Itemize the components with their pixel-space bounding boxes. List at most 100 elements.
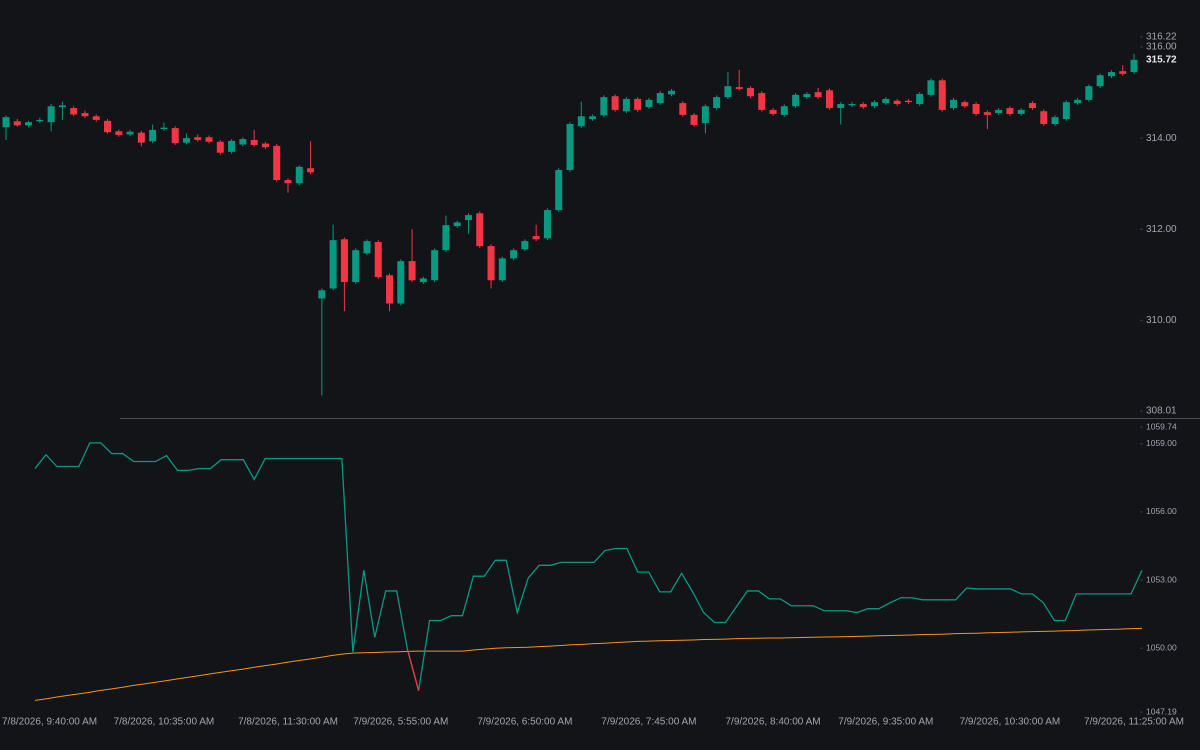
- candle-body: [284, 180, 292, 184]
- candle-body: [792, 94, 800, 107]
- candle-body: [36, 119, 44, 122]
- candle-body: [318, 290, 326, 299]
- candle-body: [566, 124, 574, 171]
- candle-body: [137, 132, 145, 143]
- candle-body: [622, 98, 630, 112]
- candle-body: [92, 116, 100, 120]
- candle-body: [397, 261, 405, 304]
- candle-body: [205, 137, 213, 142]
- candle-body: [1107, 72, 1115, 77]
- candle-body: [611, 96, 619, 110]
- candle-body: [431, 250, 439, 281]
- candle-body: [848, 103, 856, 106]
- candle-body: [25, 122, 33, 126]
- candle-body: [938, 80, 946, 110]
- candle-body: [724, 86, 732, 98]
- y-tick-label: 308.01: [1146, 406, 1177, 417]
- candle-body: [104, 120, 112, 133]
- candle-body: [149, 129, 157, 142]
- candle-body: [983, 112, 991, 115]
- candle-body: [419, 278, 427, 283]
- candle-body: [701, 106, 709, 124]
- candle-body: [363, 241, 371, 254]
- candle-body: [1017, 109, 1025, 114]
- candle-body: [950, 99, 958, 109]
- y-tick-label: 310.00: [1146, 315, 1177, 326]
- candle-body: [859, 103, 867, 108]
- series-line: [34, 627, 1143, 701]
- y-tick-label: 1047.19: [1146, 706, 1177, 716]
- candle-body: [871, 102, 879, 107]
- candle-body: [995, 109, 1003, 114]
- x-tick-label: 7/8/2026, 9:40:00 AM: [2, 717, 97, 728]
- candle-body: [645, 99, 653, 108]
- candle-body: [273, 145, 281, 181]
- candle-body: [1028, 103, 1036, 109]
- y-tick-label: 314.00: [1146, 133, 1177, 144]
- candle-body: [329, 240, 337, 289]
- candle-body: [532, 236, 540, 240]
- candle-body: [340, 239, 348, 283]
- x-tick-label: 7/9/2026, 6:50:00 AM: [477, 717, 572, 728]
- candle-body: [160, 127, 168, 130]
- candle-body: [825, 90, 833, 109]
- x-tick-label: 7/9/2026, 9:35:00 AM: [838, 717, 933, 728]
- candle-body: [1074, 99, 1082, 104]
- candle-body: [352, 250, 360, 283]
- candle-body: [713, 97, 721, 109]
- x-tick-label: 7/9/2026, 8:40:00 AM: [726, 717, 821, 728]
- candle-body: [1119, 71, 1127, 74]
- candle-body: [487, 246, 495, 281]
- candle-body: [668, 90, 676, 95]
- y-tick-label: 1056.00: [1146, 506, 1177, 516]
- candle-body: [1040, 111, 1048, 125]
- x-tick-label: 7/9/2026, 7:45:00 AM: [601, 717, 696, 728]
- candle-body: [1006, 108, 1014, 114]
- candle-body: [115, 131, 123, 135]
- candle-body: [679, 103, 687, 115]
- candle-body: [261, 143, 269, 148]
- candle-body: [13, 121, 21, 126]
- candle-body: [600, 97, 608, 116]
- candle-body: [510, 250, 518, 259]
- candle-body: [228, 140, 236, 152]
- candle-body: [555, 170, 563, 211]
- candle-body: [1051, 117, 1059, 125]
- candle-body: [1096, 75, 1104, 87]
- candle-body: [250, 139, 258, 145]
- candle-body: [521, 241, 529, 250]
- candle-body: [893, 100, 901, 104]
- candle-body: [453, 222, 461, 227]
- candle-body: [1130, 59, 1138, 73]
- candle-body: [690, 114, 698, 125]
- x-tick-label: 7/9/2026, 11:25:00 AM: [1084, 717, 1184, 728]
- candle-body: [961, 102, 969, 107]
- candle-body: [769, 109, 777, 114]
- x-tick-label: 7/9/2026, 5:55:00 AM: [353, 717, 448, 728]
- candle-body: [58, 105, 66, 108]
- x-tick-label: 7/8/2026, 11:30:00 AM: [238, 717, 338, 728]
- candle-body: [476, 213, 484, 247]
- candle-body: [126, 131, 134, 135]
- candle-body: [386, 275, 394, 304]
- candle-body: [239, 139, 247, 145]
- candle-body: [442, 225, 450, 251]
- y-tick-label: 312.00: [1146, 224, 1177, 235]
- candle-body: [498, 258, 506, 281]
- candle-body: [904, 100, 912, 103]
- candle-body: [927, 80, 935, 95]
- candle-body: [307, 168, 315, 173]
- candle-body: [70, 108, 78, 115]
- candle-body: [295, 166, 303, 184]
- candle-body: [216, 141, 224, 153]
- candle-body: [1085, 86, 1093, 100]
- candle-body: [746, 88, 754, 97]
- candle-body: [81, 113, 89, 117]
- y-tick-label: 1050.00: [1146, 642, 1177, 652]
- candle-body: [408, 261, 416, 281]
- candle-body: [780, 106, 788, 115]
- y-tick-label: 316.22: [1146, 32, 1177, 43]
- candle-body: [182, 138, 190, 143]
